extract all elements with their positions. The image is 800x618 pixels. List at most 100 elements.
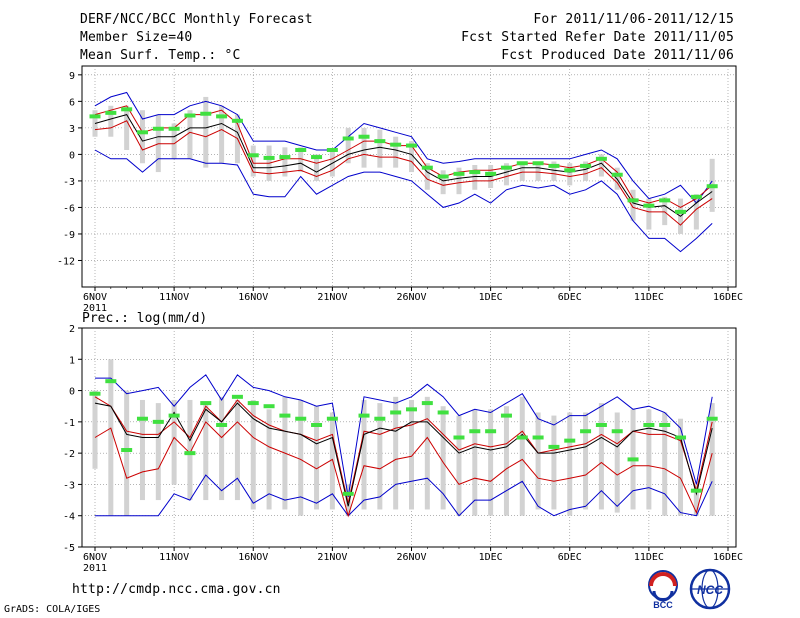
y-tick-label: 3 — [69, 124, 75, 135]
control-marker — [342, 136, 354, 141]
spread-box — [583, 161, 589, 181]
variable-label: Mean Surf. Temp.: °C — [80, 48, 241, 63]
spread-box — [345, 484, 351, 516]
spread-box — [155, 403, 161, 501]
spread-box — [503, 163, 509, 186]
control-marker — [311, 422, 323, 427]
control-marker — [247, 153, 259, 158]
spread-box — [124, 105, 130, 150]
spread-box — [219, 396, 225, 501]
control-marker — [453, 435, 465, 440]
control-marker — [358, 134, 370, 139]
control-marker — [516, 435, 528, 440]
year-label: 2011 — [83, 303, 107, 314]
control-marker — [659, 422, 671, 427]
y-tick-label: -1 — [63, 418, 75, 429]
control-marker — [548, 444, 560, 449]
control-marker — [706, 184, 718, 189]
control-marker — [231, 118, 243, 123]
spread-box — [203, 403, 209, 501]
spread-box — [139, 110, 145, 164]
control-marker — [295, 416, 307, 421]
spread-box — [614, 412, 620, 513]
x-tick-label: 11NOV — [159, 552, 189, 563]
control-marker — [643, 422, 655, 427]
spread-box — [440, 170, 446, 195]
spread-box — [187, 110, 193, 159]
spread-box — [646, 198, 652, 230]
control-marker — [453, 171, 465, 176]
control-marker — [580, 429, 592, 434]
spread-box — [551, 415, 557, 510]
member-size: Member Size=40 — [80, 30, 193, 45]
spread-box — [298, 147, 304, 173]
control-marker — [136, 416, 148, 421]
y-tick-label: 0 — [69, 150, 75, 161]
spread-box — [361, 127, 367, 168]
source-url[interactable]: http://cmdp.ncc.cma.gov.cn — [72, 582, 281, 597]
max-envelope-line — [94, 91, 713, 204]
control-marker — [437, 174, 449, 179]
grads-credit: GrADS: COLA/IGES — [4, 604, 101, 615]
year-label: 2011 — [83, 563, 107, 574]
spread-box — [567, 163, 573, 186]
spread-box — [456, 415, 462, 516]
control-marker — [263, 155, 275, 160]
x-tick-label: 11NOV — [159, 292, 189, 303]
y-tick-label: 9 — [69, 71, 75, 82]
control-marker — [342, 491, 354, 496]
plot-frame — [81, 65, 737, 288]
spread-box — [488, 409, 494, 516]
control-marker — [200, 111, 212, 116]
spread-box — [124, 390, 130, 516]
x-tick-label: 26NOV — [396, 292, 426, 303]
spread-box — [377, 129, 383, 168]
spread-box — [409, 399, 414, 510]
control-marker — [200, 401, 212, 406]
x-tick-label: 11DEC — [634, 552, 664, 563]
control-marker — [469, 429, 481, 434]
control-marker — [675, 209, 687, 214]
y-tick-label: 2 — [69, 324, 75, 335]
x-tick-label: 6NOV — [83, 292, 107, 303]
y-tick-label: 0 — [69, 387, 75, 398]
control-marker — [516, 161, 528, 166]
spread-box — [598, 403, 604, 510]
y-tick-label: 1 — [69, 355, 75, 366]
control-marker — [627, 457, 639, 462]
spread-box — [567, 412, 573, 516]
spread-box — [662, 196, 668, 226]
control-marker — [500, 165, 512, 170]
control-marker — [595, 422, 607, 427]
spread-box — [250, 399, 256, 510]
x-tick-label: 1DEC — [479, 552, 503, 563]
control-marker — [358, 413, 370, 418]
control-marker — [105, 379, 117, 384]
control-marker — [121, 448, 133, 453]
upper-spread-line — [94, 105, 713, 208]
control-marker — [390, 410, 402, 415]
x-tick-label: 26NOV — [396, 552, 426, 563]
control-marker — [485, 429, 497, 434]
x-tick-label: 16NOV — [238, 552, 268, 563]
y-tick-label: -12 — [57, 256, 75, 267]
control-marker — [184, 113, 196, 118]
y-tick-label: 6 — [69, 97, 75, 108]
start-date: Fcst Started Refer Date 2011/11/05 — [461, 30, 734, 45]
x-tick-label: 16DEC — [713, 292, 743, 303]
control-marker — [311, 155, 323, 160]
spread-box — [693, 484, 699, 516]
ensemble-mean-line — [94, 114, 713, 217]
produced-date: Fcst Produced Date 2011/11/06 — [501, 48, 734, 63]
x-tick-label: 1DEC — [479, 292, 503, 303]
control-marker — [152, 126, 164, 131]
control-marker — [216, 114, 228, 119]
spread-box — [693, 194, 699, 230]
control-marker — [500, 413, 512, 418]
control-marker — [168, 413, 180, 418]
y-tick-label: -3 — [63, 480, 75, 491]
y-tick-label: -6 — [63, 203, 75, 214]
spread-box — [440, 406, 446, 510]
spread-box — [282, 147, 288, 177]
control-marker — [580, 163, 592, 168]
